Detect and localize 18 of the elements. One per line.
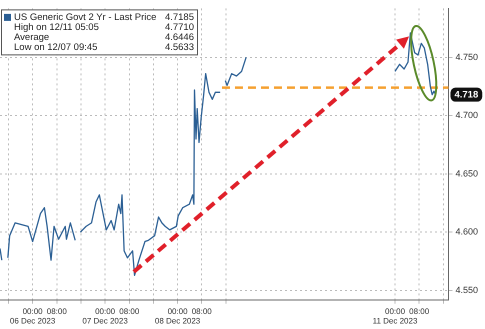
y-tick-label: 4.550: [455, 284, 478, 295]
legend-label: US Generic Govt 2 Yr - Last Price: [14, 12, 156, 24]
y-tick-label: 4.750: [455, 52, 478, 62]
x-tick-label: 08:00: [119, 306, 140, 316]
y-tick-label: 4.650: [455, 168, 478, 178]
annotation: 4.7185: [164, 12, 194, 24]
annotation: 4.5633: [164, 42, 194, 54]
x-tick-label: 08:00: [46, 306, 68, 316]
y-tick-label: 4.700: [455, 110, 478, 120]
y-tick-label: 4.600: [455, 226, 478, 237]
annotation: 4.718: [454, 89, 478, 100]
x-tick-label: 08:00: [192, 306, 212, 316]
annotation: Low on 12/07 09:45: [14, 42, 98, 54]
annotation: 4.7710: [164, 22, 194, 34]
x-tick-label: 08:00: [409, 306, 430, 316]
annotation: Average: [14, 32, 50, 44]
annotation: 4.6446: [164, 32, 194, 44]
annotation: High on 12/11 05:05: [14, 22, 99, 34]
